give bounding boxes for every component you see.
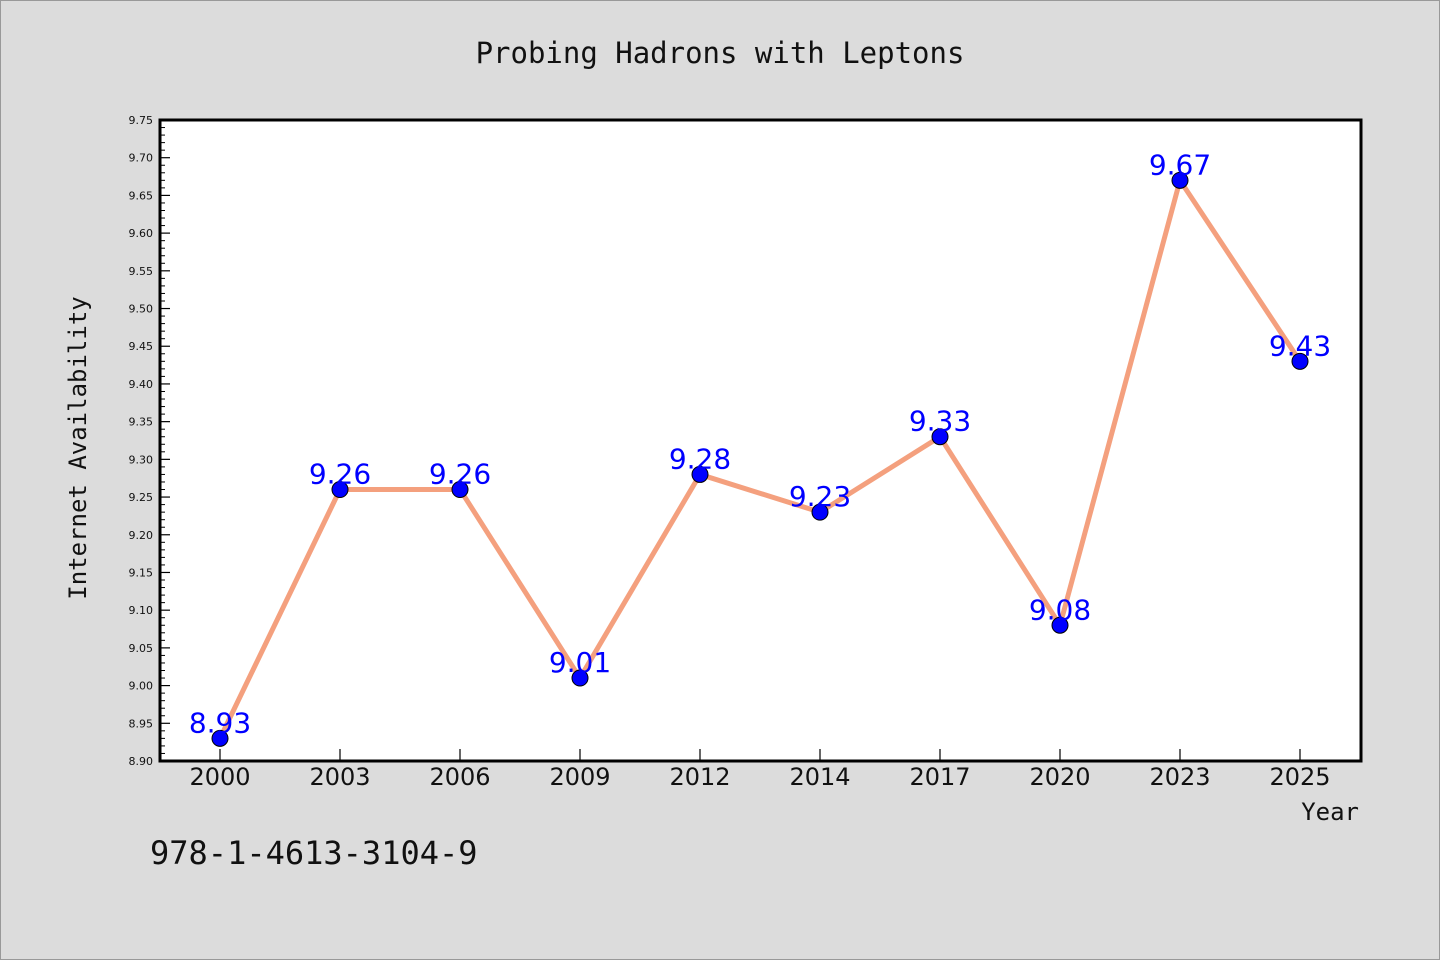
- data-label: 9.08: [1029, 593, 1091, 626]
- x-tick-label: 2017: [909, 763, 970, 791]
- y-axis: 8.90 8.95 9.00 9.05 9.10 9.15 9.20 9.25 9.30 9.35…: [129, 114, 170, 768]
- chart-title: Probing Hadrons with Leptons: [476, 36, 965, 70]
- data-label: 9.33: [909, 405, 971, 438]
- data-point: [331, 481, 349, 499]
- x-tick-label: 2023: [1149, 763, 1210, 791]
- y-tick-label: 9.00: [129, 680, 154, 693]
- data-label: 9.01: [549, 646, 611, 679]
- series-line: [217, 177, 1303, 740]
- y-tick-label: 9.60: [129, 227, 154, 240]
- data-point: [571, 669, 589, 687]
- x-tick-label: 2012: [669, 763, 730, 791]
- y-tick-label: 9.50: [129, 303, 154, 316]
- data-label: 9.26: [429, 458, 491, 491]
- y-tick-label: 8.95: [129, 717, 154, 730]
- y-tick-label: 9.65: [129, 189, 154, 202]
- y-tick-label: 9.70: [129, 152, 154, 165]
- y-tick-label: 9.20: [129, 529, 154, 542]
- y-tick-label: 9.15: [129, 566, 154, 579]
- data-label: 9.28: [669, 442, 731, 475]
- y-axis-title: Internet Availability: [64, 296, 92, 599]
- y-tick-label: 8.90: [129, 755, 154, 768]
- data-label: 9.26: [309, 458, 371, 491]
- y-tick-label: 9.25: [129, 491, 154, 504]
- x-axis: 2000 2003 2006 2009 2012 2014 2017 2020 2023 2025: [189, 749, 1331, 791]
- y-tick-label: 9.05: [129, 642, 154, 655]
- x-tick-label: 2006: [429, 763, 490, 791]
- y-tick-label: 9.75: [129, 114, 154, 127]
- x-tick-label: 2009: [549, 763, 610, 791]
- data-label: 8.93: [189, 706, 251, 739]
- data-point: [1291, 352, 1309, 370]
- y-tick-label: 9.45: [129, 340, 154, 353]
- data-point: [211, 729, 229, 747]
- y-tick-label: 9.30: [129, 453, 154, 466]
- y-tick-label: 9.40: [129, 378, 154, 391]
- y-tick-label: 9.55: [129, 265, 154, 278]
- plot-area: [158, 118, 1363, 763]
- data-point: [931, 428, 949, 446]
- data-point: [451, 481, 469, 499]
- x-tick-label: 2025: [1269, 763, 1330, 791]
- x-tick-label: 2003: [309, 763, 370, 791]
- data-point: [1051, 616, 1069, 634]
- y-tick-label: 9.35: [129, 416, 154, 429]
- x-tick-label: 2000: [189, 763, 250, 791]
- x-tick-label: 2020: [1029, 763, 1090, 791]
- data-point: [811, 503, 829, 521]
- data-point: [1171, 171, 1189, 189]
- data-point: [691, 465, 709, 483]
- isbn-label: 978-1-4613-3104-9: [150, 834, 478, 872]
- data-label: 9.23: [789, 480, 851, 513]
- y-tick-label: 9.10: [129, 604, 154, 617]
- x-tick-label: 2014: [789, 763, 850, 791]
- x-axis-title: Year: [1301, 798, 1359, 826]
- data-label: 9.43: [1269, 329, 1331, 362]
- series-line-group: 8.93 9.26 9.26 9.01 9.28 9.23 9.33 9.08 9.67 9.43: [189, 148, 1331, 747]
- data-label: 9.67: [1149, 148, 1211, 181]
